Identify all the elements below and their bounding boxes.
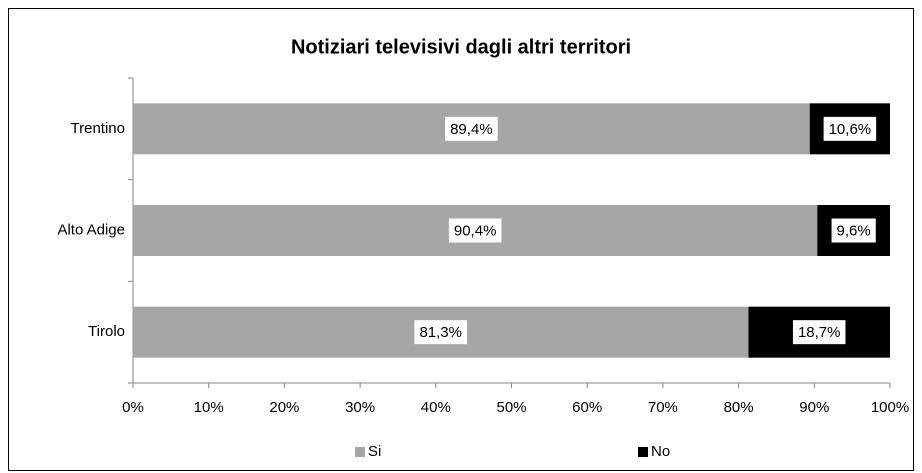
x-tick-label: 0%	[122, 399, 144, 416]
data-label-box	[445, 116, 498, 141]
x-tick-label: 60%	[572, 399, 602, 416]
data-label-box	[448, 218, 502, 243]
data-label: 89,4%	[450, 121, 493, 138]
x-tick-label: 70%	[648, 399, 678, 416]
data-label: 9,6%	[837, 222, 871, 239]
x-tick-label: 90%	[799, 399, 829, 416]
x-tick-label: 20%	[269, 399, 299, 416]
data-label-box	[823, 116, 877, 141]
legend-swatch	[355, 447, 365, 457]
x-tick-label: 40%	[421, 399, 451, 416]
y-tick-label: Trentino	[71, 120, 125, 137]
data-label-box	[792, 320, 846, 345]
x-tick-label: 10%	[194, 399, 224, 416]
data-label: 18,7%	[798, 324, 841, 341]
y-tick-label: Tirolo	[88, 323, 125, 340]
x-tick-label: 30%	[345, 399, 375, 416]
legend-label: No	[651, 443, 670, 460]
chart-title: Notiziari televisivi dagli altri territo…	[291, 36, 631, 58]
x-tick-label: 50%	[496, 399, 526, 416]
data-label: 81,3%	[419, 324, 462, 341]
data-label: 90,4%	[454, 222, 497, 239]
data-label: 10,6%	[829, 121, 872, 138]
x-tick-label: 100%	[871, 399, 909, 416]
legend-swatch	[638, 447, 648, 457]
legend-label: Si	[368, 443, 381, 460]
data-label-box	[414, 320, 467, 345]
data-label-box	[831, 218, 876, 243]
x-tick-label: 80%	[724, 399, 754, 416]
y-tick-label: Alto Adige	[57, 221, 125, 238]
